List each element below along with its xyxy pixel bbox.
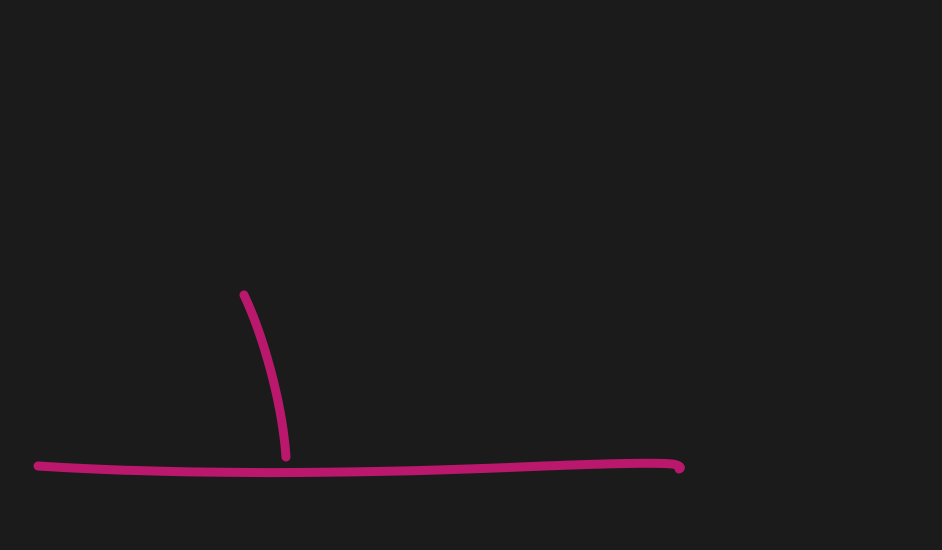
pen-stroke-tilted-line[interactable] bbox=[239, 290, 291, 462]
pen-stroke-baseline[interactable] bbox=[33, 458, 685, 477]
